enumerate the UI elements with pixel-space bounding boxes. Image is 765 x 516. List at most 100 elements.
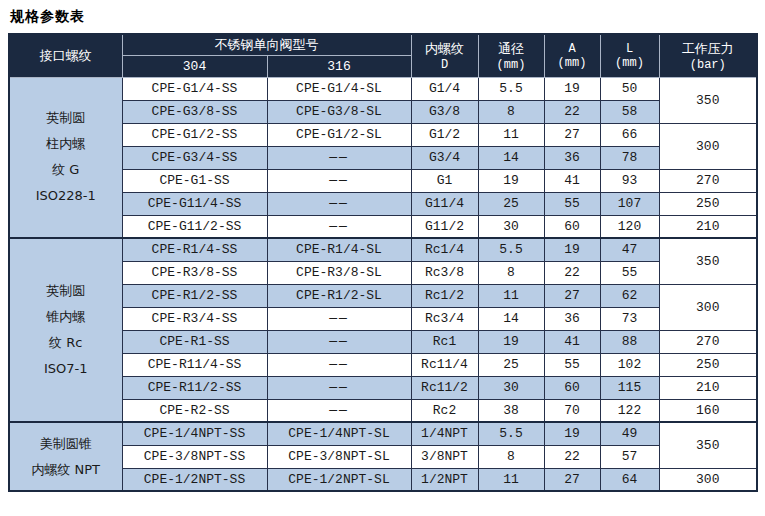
dim-l-cell: 73 [600, 307, 659, 330]
dim-l-cell: 120 [600, 215, 659, 238]
thread-size-cell: G1/4 [411, 77, 478, 100]
thread-group-cell: 美制圆锥内螺纹 NPT [9, 422, 122, 491]
table-row: 英制圆锥内螺纹 RcISO7-1CPE-R1/4-SSCPE-R1/4-SLRc… [9, 238, 757, 261]
bore-cell: 38 [478, 399, 544, 422]
model-304-cell: CPE-R1-SS [122, 330, 267, 353]
thread-group-label-line: 英制圆 [11, 105, 121, 131]
bore-cell: 5.5 [478, 422, 544, 445]
model-316-cell: —— [267, 307, 411, 330]
model-316-cell: —— [267, 169, 411, 192]
dim-l-cell: 115 [600, 376, 659, 399]
bore-cell: 8 [478, 100, 544, 123]
dim-l-cell: 64 [600, 468, 659, 491]
header-interface-thread: 接口螺纹 [9, 34, 122, 77]
model-304-cell: CPE-R11/2-SS [122, 376, 267, 399]
model-316-cell: CPE-R1/2-SL [267, 284, 411, 307]
bore-cell: 8 [478, 445, 544, 468]
model-316-cell: CPE-3/8NPT-SL [267, 445, 411, 468]
table-row: CPE-G1/2-SSCPE-G1/2-SLG1/2112766300 [9, 123, 757, 146]
model-316-cell: —— [267, 192, 411, 215]
model-316-cell: CPE-R1/4-SL [267, 238, 411, 261]
bore-cell: 5.5 [478, 238, 544, 261]
thread-size-cell: G1 [411, 169, 478, 192]
thread-group-label-line: 柱内螺 [11, 131, 121, 157]
model-316-cell: —— [267, 146, 411, 169]
bore-cell: 14 [478, 146, 544, 169]
header-dim-l: L (mm) [600, 34, 659, 77]
model-316-cell: —— [267, 353, 411, 376]
model-304-cell: CPE-R3/8-SS [122, 261, 267, 284]
table-row: CPE-G1-SS——G1194193270 [9, 169, 757, 192]
thread-size-cell: Rc1/4 [411, 238, 478, 261]
bore-cell: 25 [478, 192, 544, 215]
thread-group-label-line: 英制圆 [11, 278, 121, 304]
dim-a-cell: 41 [544, 169, 600, 192]
pressure-cell: 250 [659, 192, 757, 215]
model-316-cell: —— [267, 399, 411, 422]
dim-a-cell: 55 [544, 353, 600, 376]
thread-group-label-line: ISO7-1 [11, 356, 121, 382]
model-304-cell: CPE-R1/2-SS [122, 284, 267, 307]
pressure-cell: 210 [659, 376, 757, 399]
thread-size-cell: Rc3/8 [411, 261, 478, 284]
thread-size-cell: G3/4 [411, 146, 478, 169]
spec-page: 规格参数表 接口螺纹 不锈钢单向阀型号 内螺纹 D 通径 (mm) [0, 0, 765, 516]
dim-a-cell: 22 [544, 261, 600, 284]
pressure-cell: 210 [659, 215, 757, 238]
thread-group-label-line: 锥内螺 [11, 304, 121, 330]
model-304-cell: CPE-G1/4-SS [122, 77, 267, 100]
pressure-cell: 250 [659, 353, 757, 376]
table-row: CPE-G11/4-SS——G11/42555107250 [9, 192, 757, 215]
dim-l-cell: 122 [600, 399, 659, 422]
spec-table-body: 英制圆柱内螺纹 GISO228-1CPE-G1/4-SSCPE-G1/4-SLG… [9, 77, 757, 491]
table-row: 美制圆锥内螺纹 NPTCPE-1/4NPT-SSCPE-1/4NPT-SL1/4… [9, 422, 757, 445]
model-316-cell: —— [267, 330, 411, 353]
dim-l-cell: 102 [600, 353, 659, 376]
dim-a-cell: 60 [544, 215, 600, 238]
bore-cell: 19 [478, 330, 544, 353]
header-valve-model-group: 不锈钢单向阀型号 [122, 34, 411, 55]
dim-a-cell: 27 [544, 468, 600, 491]
thread-size-cell: G11/2 [411, 215, 478, 238]
thread-group-cell: 英制圆锥内螺纹 RcISO7-1 [9, 238, 122, 422]
model-304-cell: CPE-3/8NPT-SS [122, 445, 267, 468]
model-304-cell: CPE-G11/4-SS [122, 192, 267, 215]
dim-l-cell: 66 [600, 123, 659, 146]
model-304-cell: CPE-G1/2-SS [122, 123, 267, 146]
pressure-cell: 300 [659, 284, 757, 330]
dim-a-cell: 19 [544, 238, 600, 261]
spec-table: 接口螺纹 不锈钢单向阀型号 内螺纹 D 通径 (mm) A (mm) L (mm… [8, 33, 758, 492]
thread-size-cell: G3/8 [411, 100, 478, 123]
thread-size-cell: Rc2 [411, 399, 478, 422]
pressure-cell: 270 [659, 169, 757, 192]
dim-l-cell: 62 [600, 284, 659, 307]
model-304-cell: CPE-1/4NPT-SS [122, 422, 267, 445]
bore-cell: 30 [478, 215, 544, 238]
model-304-cell: CPE-R11/4-SS [122, 353, 267, 376]
thread-group-label-line: 内螺纹 NPT [11, 457, 121, 483]
dim-a-cell: 55 [544, 192, 600, 215]
table-row: 英制圆柱内螺纹 GISO228-1CPE-G1/4-SSCPE-G1/4-SLG… [9, 77, 757, 100]
model-316-cell: CPE-1/4NPT-SL [267, 422, 411, 445]
header-model-304: 304 [122, 55, 267, 77]
dim-a-cell: 41 [544, 330, 600, 353]
bore-cell: 30 [478, 376, 544, 399]
model-316-cell: —— [267, 215, 411, 238]
model-316-cell: CPE-G1/4-SL [267, 77, 411, 100]
bore-cell: 19 [478, 169, 544, 192]
thread-group-label-line: 纹 G [11, 157, 121, 183]
table-row: CPE-1/2NPT-SSCPE-1/2NPT-SL1/2NPT11276430… [9, 468, 757, 491]
thread-size-cell: G11/4 [411, 192, 478, 215]
header-inner-thread: 内螺纹 D [411, 34, 478, 77]
model-304-cell: CPE-G3/8-SS [122, 100, 267, 123]
table-row: CPE-R1/2-SSCPE-R1/2-SLRc1/2112762300 [9, 284, 757, 307]
thread-size-cell: Rc11/2 [411, 376, 478, 399]
bore-cell: 5.5 [478, 77, 544, 100]
table-row: CPE-G3/4-SS——G3/4143678 [9, 146, 757, 169]
dim-a-cell: 36 [544, 146, 600, 169]
thread-size-cell: Rc3/4 [411, 307, 478, 330]
header-model-316: 316 [267, 55, 411, 77]
header-bore: 通径 (mm) [478, 34, 544, 77]
model-304-cell: CPE-R2-SS [122, 399, 267, 422]
table-row: CPE-R1-SS——Rc1194188270 [9, 330, 757, 353]
